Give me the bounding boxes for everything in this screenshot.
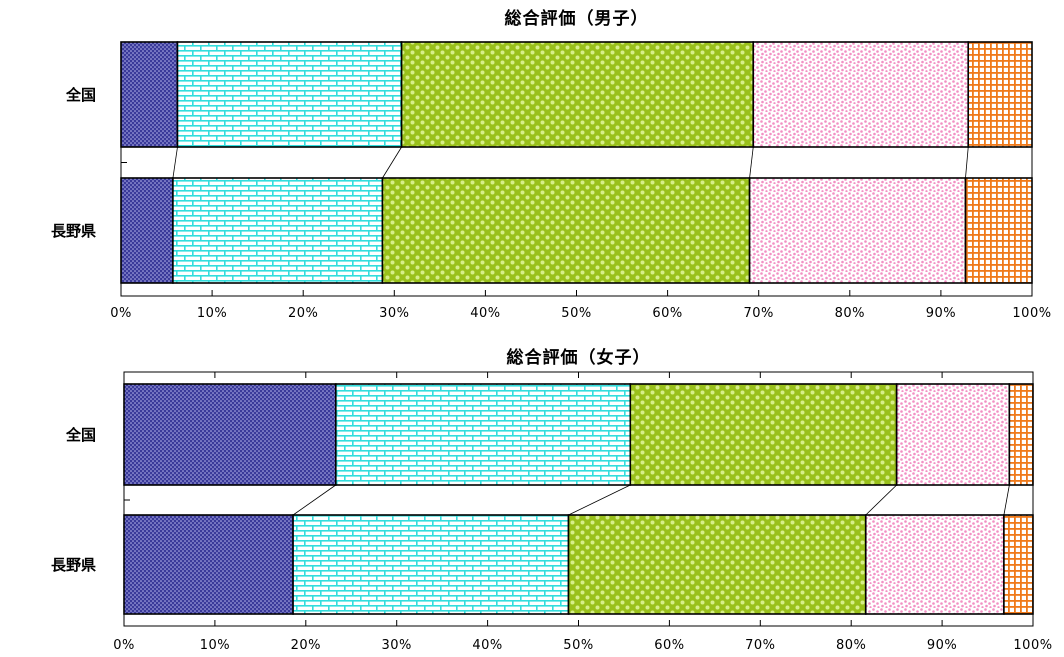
series-connector-line — [1003, 484, 1010, 516]
bar-segment — [1003, 514, 1034, 615]
x-tick-label: 10% — [200, 638, 230, 653]
bar-segment — [864, 514, 1005, 615]
bar-segment — [967, 41, 1033, 148]
x-tick-label: 0% — [110, 306, 132, 321]
x-tick-label: 60% — [654, 638, 684, 653]
series-connector-line — [172, 146, 178, 179]
x-tick-label: 30% — [381, 638, 411, 653]
bar-segment — [120, 41, 179, 148]
x-tick-label: 100% — [1012, 306, 1051, 321]
bar-segment — [748, 177, 967, 284]
x-tick-label: 80% — [836, 638, 866, 653]
bar-segment — [895, 383, 1011, 486]
bar-segment — [123, 383, 337, 486]
bar-segment — [567, 514, 867, 615]
chart-title: 総合評価（女子） — [507, 347, 651, 368]
bar-segment — [176, 41, 403, 148]
category-label: 長野県 — [51, 556, 96, 574]
x-tick-label: 40% — [472, 638, 502, 653]
series-connector-line — [382, 146, 402, 179]
category-label: 全国 — [65, 86, 96, 104]
category-label: 長野県 — [51, 222, 96, 240]
bar-segment — [629, 383, 898, 486]
x-tick-label: 100% — [1013, 638, 1052, 653]
x-tick-label: 70% — [745, 638, 775, 653]
bar-segment — [400, 41, 755, 148]
series-connector-line — [749, 146, 754, 179]
bar-segment — [381, 177, 751, 284]
x-tick-label: 70% — [743, 306, 773, 321]
series-connector-line — [292, 484, 337, 516]
x-tick-label: 90% — [927, 638, 957, 653]
bar-segment — [123, 514, 294, 615]
series-connector-line — [865, 484, 897, 516]
x-tick-label: 60% — [652, 306, 682, 321]
series-connector-line — [965, 146, 969, 179]
x-tick-label: 40% — [470, 306, 500, 321]
bar-segment — [752, 41, 970, 148]
category-label: 全国 — [65, 426, 96, 444]
x-tick-label: 10% — [197, 306, 227, 321]
chart-panel-0: 総合評価（男子） 0% 10% 20% 30% 40% 50% 60% 70% 80% 90% 100… — [51, 8, 1051, 321]
x-tick-label: 30% — [379, 306, 409, 321]
x-tick-label: 90% — [926, 306, 956, 321]
x-tick-label: 80% — [835, 306, 865, 321]
bar-segment — [334, 383, 632, 486]
x-tick-label: 50% — [561, 306, 591, 321]
bar-segment — [120, 177, 174, 284]
bar-segment — [172, 177, 384, 284]
series-connector-line — [568, 484, 631, 516]
x-tick-label: 0% — [113, 638, 135, 653]
chart-title: 総合評価（男子） — [505, 8, 649, 29]
bar-segment — [964, 177, 1033, 284]
bar-segment — [1008, 383, 1034, 486]
x-tick-label: 20% — [288, 306, 318, 321]
x-tick-label: 20% — [291, 638, 321, 653]
bar-segment — [292, 514, 570, 615]
chart-panel-1: 総合評価（女子） 0% 10% 20% 30% 40% 50% 60% 70% 80% 90% 100… — [51, 347, 1052, 653]
x-tick-label: 50% — [563, 638, 593, 653]
